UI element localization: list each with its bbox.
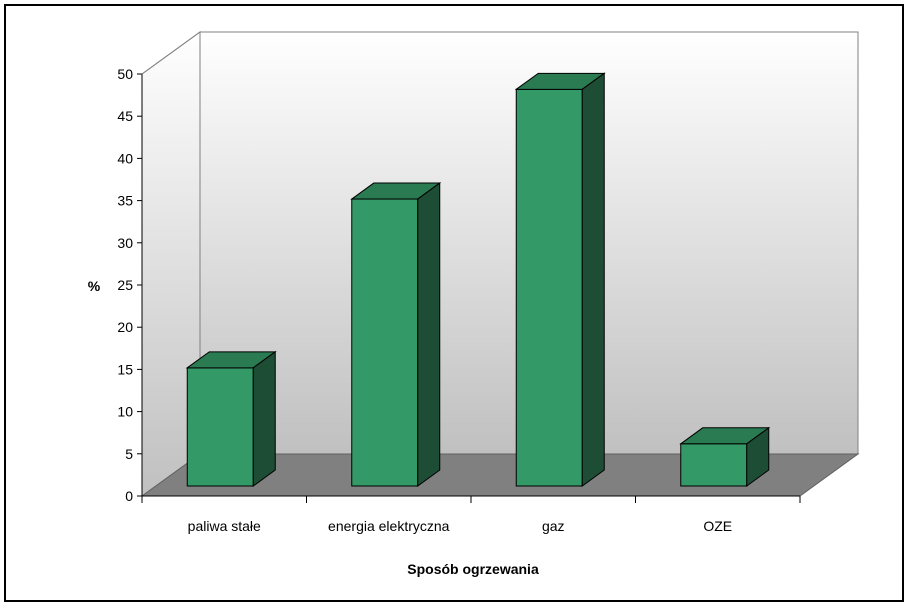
bar-3 — [514, 72, 606, 487]
bar-side — [746, 426, 770, 487]
y-tick-label: 5 — [125, 446, 133, 462]
y-tick-label: 10 — [117, 404, 133, 420]
y-tick-label: 30 — [117, 235, 133, 251]
y-tick-label: 35 — [117, 193, 133, 209]
y-tick-label: 45 — [117, 108, 133, 124]
y-tick-label: 15 — [117, 361, 133, 377]
bar-front — [186, 367, 254, 487]
y-tick-label: 20 — [117, 319, 133, 335]
bar-front — [680, 443, 748, 487]
y-tick-label: 40 — [117, 150, 133, 166]
y-tick-label: 0 — [125, 488, 133, 504]
bar-front — [515, 88, 583, 487]
y-axis-title: % — [88, 278, 101, 294]
chart-frame: 0 5 10 15 20 25 30 35 40 45 50 paliwa stałe energia… — [4, 4, 904, 602]
bar-4 — [679, 426, 771, 487]
y-tick-label: 50 — [117, 66, 133, 82]
bar-1 — [185, 350, 277, 487]
y-tick-label: 25 — [117, 277, 133, 293]
bar-side — [581, 72, 605, 487]
depth-edge — [141, 31, 201, 75]
x-tick-label: gaz — [542, 518, 565, 534]
bar-side — [252, 350, 276, 487]
x-tick-label: energia elektryczna — [328, 518, 450, 534]
bar-front — [351, 198, 419, 487]
bar-2 — [350, 182, 442, 487]
bar-chart: 0 5 10 15 20 25 30 35 40 45 50 paliwa stałe energia… — [88, 31, 860, 577]
x-tick-label: OZE — [703, 518, 732, 534]
x-tick-label: paliwa stałe — [188, 518, 261, 534]
bar-side — [417, 182, 441, 487]
x-axis-title: Sposób ogrzewania — [407, 561, 539, 577]
